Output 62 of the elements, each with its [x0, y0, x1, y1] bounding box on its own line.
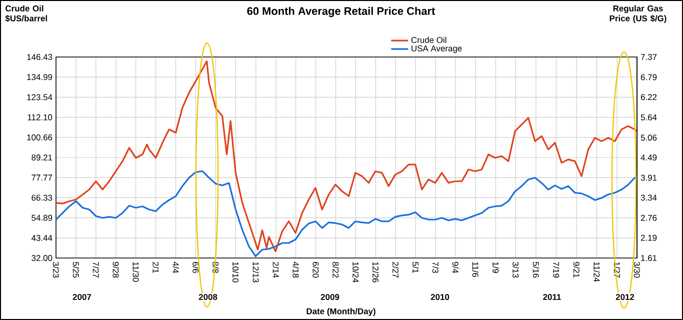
x-tick-label: 5/25 — [72, 262, 80, 278]
text: 2010 — [430, 294, 450, 300]
x-tick-label: 3/30 — [634, 262, 640, 278]
x-tick-label: 9/21 — [573, 262, 580, 278]
x-tick-label: 2/14 — [272, 262, 279, 278]
x-tick-label: 11/30 — [132, 262, 139, 282]
y-tick-label: 123.54 — [27, 94, 52, 100]
x-tick-label: 6/6 — [192, 262, 199, 273]
y2-tick-label: 5.64 — [640, 114, 657, 120]
x-tick-label: 9/4 — [452, 262, 459, 274]
y2-tick-label: 2.19 — [640, 234, 657, 241]
y-tick-label: 66.33 — [32, 194, 52, 201]
x-tick-label: 9/28 — [112, 262, 119, 278]
x-tick-label: 3/13 — [512, 262, 519, 278]
y-tick-label: 32.00 — [32, 255, 52, 261]
y-tick-label: 43.44 — [31, 234, 52, 241]
y2-axis-title: Regular Gas Price (US $/G) — [610, 5, 666, 24]
x-tick-label: 10/10 — [232, 262, 239, 282]
x-tick-label: 4/4 — [172, 262, 179, 274]
x-tick-label: 4/18 — [292, 262, 299, 278]
y-tick-label: 112.10 — [28, 114, 52, 120]
y2-tick-label: 3.91 — [640, 174, 657, 181]
chart-title: 60 Month Average Retail Price Chart — [247, 6, 436, 18]
text: 2008 — [198, 294, 218, 300]
x-tick-label: 3/23 — [52, 262, 60, 278]
legend-label: USA Average — [412, 45, 462, 54]
x-tick-label: 10/24 — [352, 262, 359, 282]
y2-tick-label: 2.76 — [640, 214, 657, 221]
y-tick-label: 146.43 — [27, 54, 52, 60]
x-tick-label: 2/1 — [152, 262, 159, 273]
y-tick-label: 89.21 — [32, 154, 52, 160]
x-tick-label: 11/24 — [594, 262, 600, 282]
y2-tick-label: 6.22 — [640, 94, 657, 100]
x-tick-label: 7/3 — [432, 262, 439, 273]
text: 2012 — [616, 294, 634, 300]
text: 2009 — [320, 294, 340, 300]
x-tick-label: 12/26 — [372, 262, 379, 282]
y2-tick-label: 1.61 — [641, 255, 657, 261]
legend-label: Crude Oil — [411, 36, 446, 43]
text: 2007 — [72, 294, 92, 300]
x-tick-label: 5/16 — [532, 262, 540, 278]
y2-tick-label: 7.37 — [640, 54, 657, 60]
y-tick-label: 77.77 — [32, 174, 52, 181]
x-axis-title: Date (Month/Day) — [306, 308, 376, 316]
x-tick-label: 12/13 — [252, 262, 260, 282]
y2-tick-label: 6.79 — [640, 74, 657, 80]
x-tick-label: 8/22 — [332, 262, 339, 278]
y2-tick-label: 4.49 — [640, 154, 657, 160]
y-tick-label: 134.99 — [27, 74, 52, 80]
x-tick-label: 5/1 — [412, 262, 419, 273]
x-tick-label: 2/27 — [392, 262, 399, 278]
y-axis-title: Crude Oil $US/barrel — [5, 5, 47, 22]
x-tick-label: 6/20 — [312, 262, 319, 278]
y2-tick-label: 5.06 — [640, 134, 657, 141]
y-tick-label: 54.89 — [32, 214, 52, 221]
x-tick-label: 7/27 — [92, 262, 100, 278]
x-tick-label: 7/19 — [553, 262, 560, 278]
y2-tick-label: 3.34 — [640, 194, 657, 201]
x-tick-label: 1/9 — [492, 262, 499, 273]
y-tick-label: 100.66 — [27, 134, 52, 140]
text: 2011 — [543, 294, 561, 300]
x-tick-label: 11/6 — [472, 262, 479, 278]
